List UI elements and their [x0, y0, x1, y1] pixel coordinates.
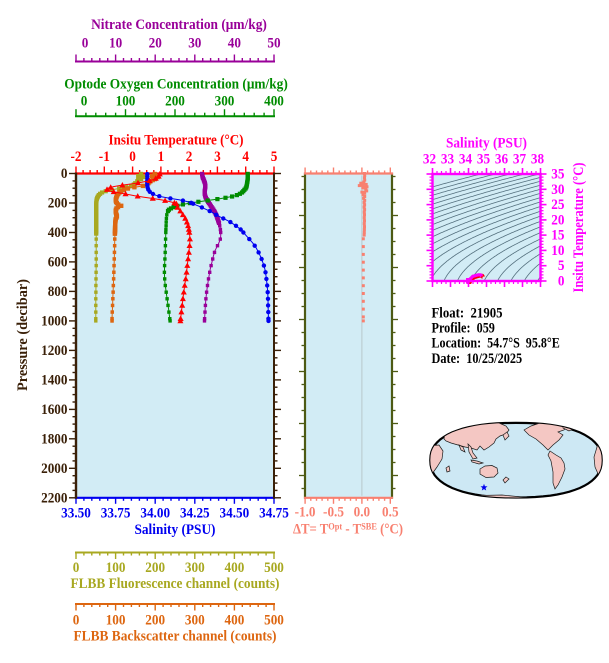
- svg-text:0.0: 0.0: [354, 505, 371, 521]
- svg-text:5: 5: [558, 258, 565, 274]
- svg-text:200: 200: [145, 613, 165, 629]
- svg-text:33.75: 33.75: [101, 506, 131, 522]
- svg-text:0.5: 0.5: [382, 505, 399, 521]
- svg-text:34.00: 34.00: [140, 506, 170, 522]
- svg-text:5: 5: [271, 149, 278, 165]
- svg-text:300: 300: [185, 560, 205, 576]
- svg-text:200: 200: [48, 196, 68, 212]
- svg-text:1: 1: [158, 149, 165, 165]
- svg-text:1200: 1200: [41, 343, 67, 359]
- svg-text:20: 20: [149, 35, 162, 51]
- svg-text:10: 10: [551, 243, 564, 259]
- svg-text:400: 400: [48, 225, 68, 241]
- svg-text:2000: 2000: [41, 461, 67, 477]
- svg-text:500: 500: [264, 560, 284, 576]
- svg-text:33: 33: [441, 152, 454, 168]
- svg-text:0: 0: [81, 93, 88, 109]
- svg-text:100: 100: [106, 613, 126, 629]
- svg-text:300: 300: [215, 93, 235, 109]
- svg-text:ΔT= TOpt - TSBE (°C): ΔT= TOpt - TSBE (°C): [293, 522, 403, 538]
- svg-text:400: 400: [225, 560, 245, 576]
- svg-text:Insitu Temperature (°C): Insitu Temperature (°C): [571, 163, 587, 293]
- svg-text:30: 30: [551, 182, 564, 198]
- svg-text:3: 3: [214, 149, 221, 165]
- svg-text:40: 40: [228, 35, 241, 51]
- svg-text:800: 800: [48, 284, 68, 300]
- svg-text:100: 100: [116, 93, 136, 109]
- svg-text:FLBB Backscatter channel (coun: FLBB Backscatter channel (counts): [74, 629, 277, 645]
- svg-text:1600: 1600: [41, 402, 67, 418]
- svg-text:400: 400: [225, 613, 245, 629]
- svg-text:34.25: 34.25: [180, 506, 210, 522]
- svg-text:2200: 2200: [41, 490, 67, 506]
- svg-text:34.50: 34.50: [220, 506, 250, 522]
- svg-text:34: 34: [459, 152, 473, 168]
- svg-text:34.75: 34.75: [259, 506, 289, 522]
- svg-text:Profile: 059: Profile: 059: [432, 321, 495, 337]
- svg-text:-1: -1: [99, 149, 110, 165]
- svg-text:4: 4: [242, 149, 249, 165]
- svg-text:20: 20: [551, 212, 564, 228]
- svg-text:-0.5: -0.5: [323, 505, 344, 521]
- svg-text:37: 37: [513, 152, 527, 168]
- svg-text:Nitrate Concentration (μm/kg): Nitrate Concentration (μm/kg): [91, 17, 267, 33]
- svg-text:0: 0: [61, 166, 68, 182]
- svg-text:0: 0: [558, 274, 565, 290]
- svg-text:35: 35: [551, 167, 564, 183]
- svg-text:30: 30: [188, 35, 201, 51]
- svg-text:-2: -2: [71, 149, 82, 165]
- svg-text:300: 300: [185, 613, 205, 629]
- svg-text:Optode Oxygen Concentration (μ: Optode Oxygen Concentration (μm/kg): [64, 77, 288, 93]
- svg-text:10: 10: [109, 35, 122, 51]
- svg-text:Date: 10/25/2025: Date: 10/25/2025: [432, 351, 523, 367]
- svg-text:50: 50: [267, 35, 280, 51]
- svg-text:36: 36: [495, 152, 509, 168]
- svg-text:Salinity (PSU): Salinity (PSU): [446, 136, 527, 152]
- svg-text:0: 0: [73, 613, 80, 629]
- svg-text:0: 0: [73, 560, 80, 576]
- svg-text:Location: 54.7°S 95.8°E: Location: 54.7°S 95.8°E: [432, 336, 560, 352]
- svg-text:Pressure (decibar): Pressure (decibar): [15, 279, 31, 391]
- svg-text:35: 35: [477, 152, 490, 168]
- svg-text:200: 200: [165, 93, 185, 109]
- svg-text:33.50: 33.50: [61, 506, 91, 522]
- svg-text:0: 0: [82, 35, 89, 51]
- svg-text:15: 15: [551, 228, 564, 244]
- svg-text:600: 600: [48, 254, 68, 270]
- svg-text:1400: 1400: [41, 372, 67, 388]
- svg-text:500: 500: [264, 613, 284, 629]
- svg-text:1800: 1800: [41, 431, 67, 447]
- svg-text:Float: 21905: Float: 21905: [432, 306, 503, 322]
- svg-text:Salinity (PSU): Salinity (PSU): [135, 522, 216, 538]
- svg-text:100: 100: [106, 560, 126, 576]
- svg-text:38: 38: [531, 152, 544, 168]
- svg-text:FLBB Fluorescence channel (cou: FLBB Fluorescence channel (counts): [71, 576, 280, 592]
- svg-text:-1.0: -1.0: [295, 505, 316, 521]
- svg-text:200: 200: [145, 560, 165, 576]
- svg-text:2: 2: [186, 149, 193, 165]
- svg-text:1000: 1000: [41, 313, 67, 329]
- svg-text:25: 25: [551, 197, 564, 213]
- svg-text:32: 32: [423, 152, 436, 168]
- svg-text:Insitu Temperature (°C): Insitu Temperature (°C): [109, 133, 244, 149]
- svg-text:400: 400: [264, 93, 284, 109]
- svg-text:0: 0: [129, 149, 136, 165]
